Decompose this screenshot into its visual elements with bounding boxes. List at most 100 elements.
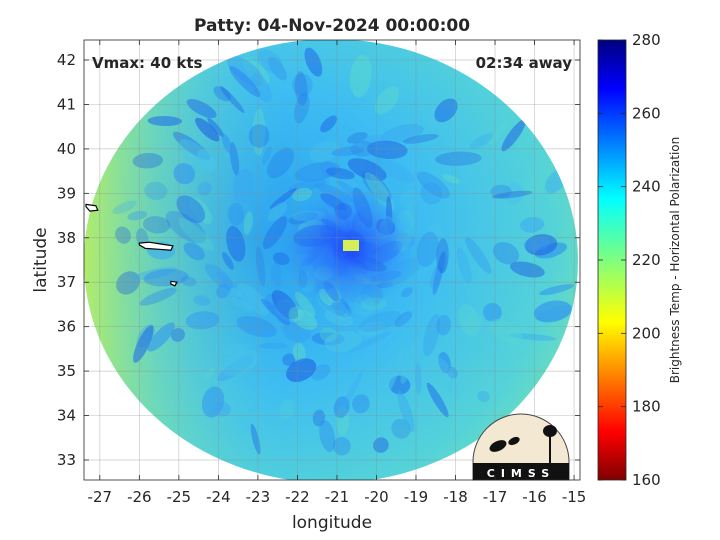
swath-cell [248, 124, 270, 148]
swath-cell [186, 99, 217, 119]
land-outline [85, 203, 99, 212]
cimss-logo: CIMSS [472, 413, 570, 481]
swath-cell [438, 351, 451, 374]
swath-cell [519, 216, 545, 233]
swath-cell [348, 332, 391, 353]
swath-cell [324, 331, 362, 353]
swath-cell [212, 401, 232, 417]
logo-dish-small [508, 436, 520, 446]
swath-cell [332, 436, 351, 456]
swath-cell [258, 342, 288, 349]
colorbar-tick-label: 200 [632, 324, 661, 342]
swath-cell [165, 210, 207, 244]
swath-cell [391, 418, 411, 439]
swath-cell [309, 140, 340, 163]
swath-cell [397, 390, 415, 432]
colorbar-ticks: 160 180 200 220 240 260 280 [598, 31, 661, 489]
y-tick-label: 40 [57, 140, 76, 158]
swath-cell [502, 182, 524, 205]
swath-cell [539, 284, 574, 296]
swath-cell [227, 202, 245, 226]
swath-cell [193, 295, 211, 306]
swath-cell [243, 211, 253, 235]
swath-cell [282, 353, 296, 366]
swath-cell [319, 419, 336, 453]
x-tick-label: -22 [285, 488, 310, 506]
swath-cell [204, 263, 234, 290]
swath-cell [442, 174, 460, 184]
swath-cell [189, 197, 213, 225]
swath-cell [349, 54, 372, 98]
y-tick-label: 38 [57, 229, 76, 247]
swath-cell [286, 358, 317, 383]
swath-cell [464, 313, 483, 329]
y-tick-label: 41 [57, 95, 76, 113]
x-tick-label: -25 [167, 488, 192, 506]
y-axis-label: latitude [31, 227, 51, 292]
swath-cell [270, 188, 297, 209]
swath-cell [465, 236, 492, 274]
colorbar-tick-label: 260 [632, 104, 661, 122]
vmax-annotation: Vmax: 40 kts [92, 54, 202, 72]
swath-cell [366, 140, 408, 159]
swath-cell [320, 115, 338, 133]
swath-cell [524, 234, 558, 256]
swath-cell [183, 242, 205, 261]
swath-cell [376, 158, 415, 183]
swath-cell [294, 71, 308, 106]
swath-cell [426, 382, 449, 418]
swath-cell [533, 300, 572, 323]
swath-cell [415, 362, 422, 395]
swath-cell [361, 170, 392, 203]
x-tick-label: -27 [88, 488, 113, 506]
x-axis-label: longitude [292, 513, 372, 533]
swath-cell [373, 437, 389, 453]
y-tick-label: 39 [57, 184, 76, 202]
swath-cell [346, 131, 368, 144]
swath-cell [312, 409, 326, 427]
swath-cell [115, 226, 131, 244]
swath-cell [203, 367, 215, 380]
swath-cell [319, 327, 338, 342]
swath-cell [260, 298, 291, 324]
logo-dish [489, 440, 507, 452]
swath-cell [231, 297, 253, 313]
swath-cell [477, 390, 490, 403]
swath-cell [292, 342, 306, 363]
y-tick-label: 33 [57, 451, 76, 469]
swath-cell [144, 181, 168, 201]
y-tick-label: 37 [57, 273, 76, 291]
swath-cell [374, 86, 400, 115]
x-tick-label: -23 [246, 488, 271, 506]
y-tick-label: 35 [57, 362, 76, 380]
storm-eye [343, 240, 359, 251]
swath-cell [250, 423, 261, 455]
swath-cell [216, 283, 230, 299]
swath-cell [294, 92, 310, 124]
swath-cell [488, 120, 510, 144]
swath-cell [341, 370, 363, 412]
x-tick-label: -16 [522, 488, 547, 506]
swath-cell [456, 246, 472, 284]
swath-cell [201, 386, 225, 418]
x-tick-label: -26 [127, 488, 152, 506]
swath-cell [491, 190, 533, 199]
swath-cell [458, 304, 480, 337]
swath-cell [112, 200, 137, 214]
swath-cell [380, 123, 424, 144]
x-axis: -27 -26 -25 -24 -23 -22 -21 -20 -19 -18 -17 -16 -15 [88, 40, 586, 506]
chart-title: Patty: 04-Nov-2024 00:00:00 [194, 16, 470, 36]
swath-cell [400, 342, 418, 384]
swath-cell [333, 396, 350, 418]
swath-cell [522, 168, 556, 196]
swath-cell [436, 238, 449, 274]
axes-frame [83, 39, 581, 481]
swath-cell [180, 276, 197, 287]
swath-cell [222, 252, 234, 270]
swath-cell [185, 311, 220, 330]
swath-cell [170, 328, 185, 342]
swath-cell [268, 56, 287, 81]
swath-cell [434, 98, 458, 123]
swath-cell [399, 189, 421, 209]
swath-cell [490, 184, 512, 198]
